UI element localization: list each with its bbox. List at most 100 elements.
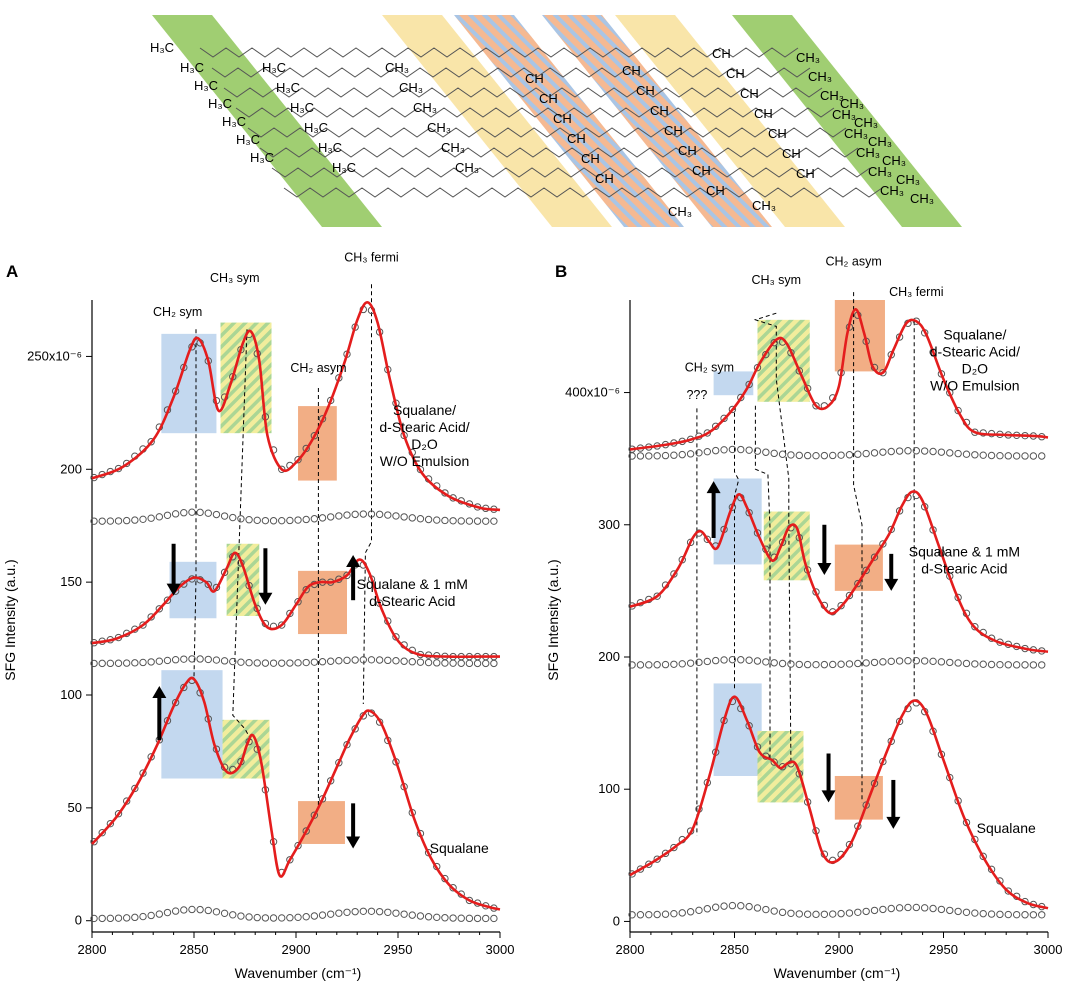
baseline-point [895,904,904,912]
baseline-point [335,909,343,917]
baseline-point [375,907,384,916]
fit-curve [91,676,501,911]
data-point [1004,887,1012,895]
baseline-point [778,450,787,458]
methyl-label: CH₃ [896,172,920,187]
methyl-label: CH₃ [668,204,692,219]
data-point [661,849,670,858]
band-label: CH₃ fermi [344,251,398,265]
baseline-point [887,447,895,456]
baseline-point [343,511,351,519]
baseline-point [147,911,155,920]
data-point [294,455,302,464]
methyl-label: CH₃ [455,160,479,175]
baseline-point [920,904,929,912]
baseline-point [180,509,188,517]
series-label: Squalane [430,840,489,856]
ch-label: CH [782,146,801,161]
baseline-point [737,445,745,454]
baseline-point [465,659,474,668]
green-band-right [732,15,962,227]
baseline-point [770,449,778,458]
baseline-point [1038,911,1046,919]
baseline-point [854,659,862,668]
baseline-point [155,657,164,665]
baseline-point [212,656,221,664]
baseline-point [887,904,895,913]
baseline-point [375,510,384,519]
intensity-change-arrow-head [346,555,361,568]
baseline-point [139,912,147,921]
baseline-point [424,658,433,667]
methyl-label: H₃C [262,60,286,75]
baseline-point [762,658,770,666]
baseline-point [787,909,795,917]
baseline-point [359,510,368,518]
ch-label: CH [692,163,711,178]
baseline-point [645,452,653,460]
data-point [753,363,762,372]
band-label: CH₂ asym [290,361,346,375]
fit-curve [629,490,1049,653]
baseline-point [686,659,695,667]
data-point [971,622,979,631]
baseline-point [490,517,498,525]
data-point [870,553,879,561]
baseline-point [482,659,490,668]
baseline-point [653,910,661,919]
baseline-point [392,657,400,665]
baseline-point [204,655,212,664]
baseline-point [384,511,392,519]
baseline-point [155,910,164,918]
methyl-label: CH₃ [808,69,832,84]
baseline-point [384,656,392,665]
baseline-point [987,451,996,460]
baseline-point [837,451,845,459]
panel-b-letter: B [555,262,567,281]
baseline-point [1021,661,1029,669]
baseline-point [937,448,946,456]
baseline-point [449,659,457,667]
ch-label: CH [706,183,725,198]
ch-label: CH [740,86,759,101]
baseline-point [408,658,416,666]
baseline-point [1004,452,1012,460]
x-tick-label: 3000 [486,942,515,957]
baseline-point [929,657,937,666]
baseline-point [449,914,457,922]
baseline-point [895,657,904,665]
baseline-point [904,447,912,455]
baseline-point [237,658,245,666]
baseline-point [229,911,237,919]
data-point [862,566,870,575]
baseline-point [343,656,351,665]
methyl-label: H₃C [208,96,232,111]
baseline-point [302,515,310,524]
data-point [106,819,115,828]
baseline-point [457,517,465,525]
baseline-point [1038,452,1046,460]
baseline-point [392,512,400,520]
baseline-point [829,910,837,918]
baseline-point [745,902,753,911]
baseline-point [237,515,245,523]
series-label: Squalane & 1 mM [909,544,1020,560]
baseline-point [912,657,921,665]
baseline-point [245,658,253,667]
series-label: W/O Emulsion [930,378,1019,394]
band-label: CH₃ sym [210,271,260,285]
x-tick-label: 2900 [825,942,854,957]
ch-label: CH [567,131,586,146]
y-tick-label: 200 [598,649,620,664]
data-point [837,601,845,610]
baseline-point [457,914,465,922]
ch-label: CH [796,166,815,181]
baseline-point [837,909,845,918]
peak-guide-line [232,329,252,741]
baseline-point [220,909,229,918]
baseline-point [628,661,636,669]
baseline-point [845,660,854,668]
baseline-point [359,907,368,915]
y-tick-label: 100 [60,687,82,702]
data-point [147,438,155,446]
